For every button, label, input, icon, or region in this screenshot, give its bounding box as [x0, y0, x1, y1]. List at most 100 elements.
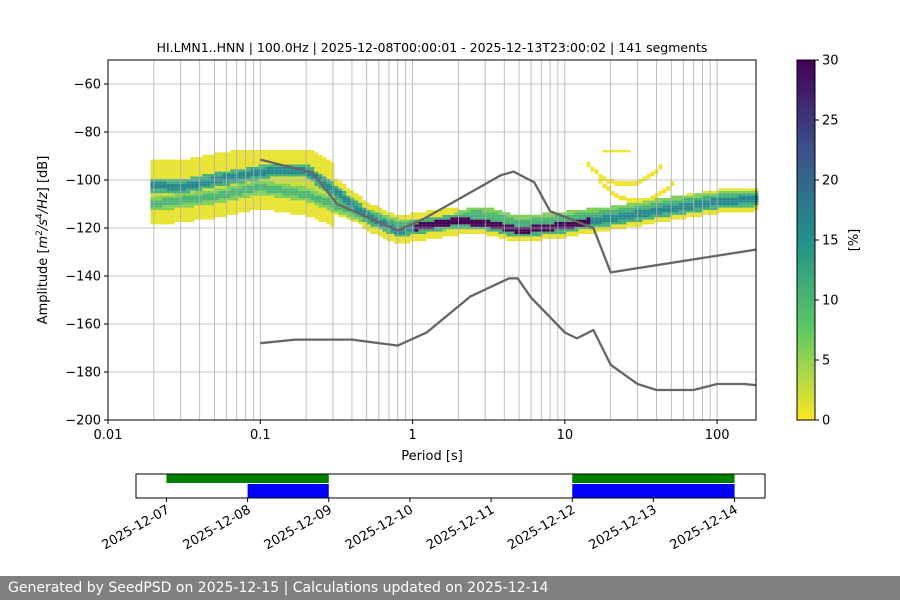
heatmap-cell [162, 162, 167, 165]
heatmap-cell [694, 195, 699, 198]
heatmap-cell [250, 202, 255, 206]
heatmap-cell [270, 198, 275, 201]
heatmap-cell [342, 214, 347, 218]
heatmap-cell [150, 202, 155, 206]
x-tick-label: 100 [705, 428, 730, 443]
heatmap-cell [326, 202, 331, 206]
heatmap-cell [222, 181, 227, 184]
colorbar-segment [797, 96, 815, 103]
heatmap-cell [638, 202, 643, 206]
heatmap-cell [742, 193, 747, 196]
heatmap-cell [378, 214, 383, 218]
heatmap-cell [666, 210, 671, 213]
heatmap-cell [722, 195, 727, 198]
heatmap-cell [278, 169, 283, 172]
heatmap-cell [190, 174, 195, 177]
heatmap-cell [290, 159, 295, 162]
heatmap-cell [154, 207, 159, 210]
heatmap-cell [478, 214, 483, 218]
heatmap-cell [426, 219, 431, 222]
heatmap-cell [302, 152, 307, 155]
heatmap-cell [218, 207, 223, 210]
heatmap-cell [214, 171, 219, 174]
heatmap-cell [218, 164, 223, 167]
heatmap-cell [202, 162, 207, 165]
y-tick-label: −200 [65, 414, 101, 429]
heatmap-cell [414, 212, 419, 215]
heatmap-cell [262, 195, 267, 198]
colorbar-segment [797, 198, 815, 205]
heatmap-cell [314, 181, 319, 184]
colorbar-tick-label: 30 [822, 54, 839, 69]
heatmap-cell [590, 169, 595, 172]
heatmap-cell [306, 200, 311, 203]
heatmap-cell [438, 219, 443, 222]
heatmap-cell [326, 176, 331, 179]
heatmap-cell [250, 190, 255, 194]
heatmap-cell [590, 214, 595, 218]
heatmap-cell [322, 198, 327, 201]
heatmap-cell [658, 207, 663, 210]
heatmap-cell [526, 238, 531, 242]
heatmap-cell [286, 186, 291, 189]
colorbar-segment [797, 336, 815, 343]
heatmap-cell [194, 169, 199, 172]
heatmap-cell [630, 202, 635, 206]
heatmap-cell [522, 238, 527, 242]
heatmap-cell [162, 164, 167, 167]
heatmap-cell [414, 234, 419, 237]
heatmap-cell [326, 169, 331, 172]
heatmap-cell [158, 205, 163, 208]
heatmap-cell [242, 207, 247, 210]
heatmap-cell [634, 183, 639, 186]
heatmap-cell [322, 183, 327, 186]
heatmap-cell [294, 210, 299, 213]
heatmap-cell [246, 166, 251, 170]
heatmap-cell [318, 195, 323, 198]
heatmap-cell [314, 164, 319, 167]
heatmap-cell [254, 150, 259, 153]
heatmap-cell [174, 181, 179, 184]
heatmap-cell [546, 222, 551, 225]
heatmap-cell [330, 202, 335, 206]
heatmap-cell [170, 166, 175, 170]
heatmap-cell [642, 202, 647, 206]
heatmap-cell [370, 222, 375, 225]
heatmap-cell [282, 183, 287, 186]
heatmap-cell [186, 186, 191, 189]
heatmap-cell [494, 210, 499, 213]
heatmap-cell [730, 205, 735, 208]
heatmap-cell [310, 186, 315, 189]
heatmap-cell [270, 207, 275, 210]
heatmap-cell [402, 222, 407, 225]
heatmap-cell [166, 169, 171, 172]
heatmap-cell [254, 176, 259, 179]
heatmap-cell [218, 152, 223, 155]
colorbar-segment [797, 168, 815, 175]
heatmap-cell [330, 171, 335, 174]
heatmap-cell [722, 205, 727, 208]
heatmap-cell [490, 217, 495, 220]
heatmap-cell [298, 159, 303, 162]
heatmap-cell [286, 171, 291, 174]
heatmap-cell [298, 198, 303, 201]
heatmap-cell [214, 186, 219, 189]
heatmap-cell [450, 217, 455, 220]
heatmap-cell [278, 200, 283, 203]
heatmap-cell [174, 176, 179, 179]
heatmap-cell [174, 214, 179, 218]
heatmap-cell [214, 152, 219, 155]
heatmap-cell [294, 162, 299, 165]
heatmap-cell [314, 214, 319, 218]
heatmap-cell [602, 219, 607, 222]
heatmap-cell [302, 157, 307, 160]
heatmap-cell [218, 202, 223, 206]
heatmap-cell [342, 183, 347, 186]
heatmap-cell [390, 222, 395, 225]
heatmap-cell [746, 200, 751, 203]
heatmap-cell [306, 198, 311, 201]
heatmap-cell [326, 198, 331, 201]
heatmap-cell [374, 207, 379, 210]
heatmap-cell [230, 183, 235, 186]
